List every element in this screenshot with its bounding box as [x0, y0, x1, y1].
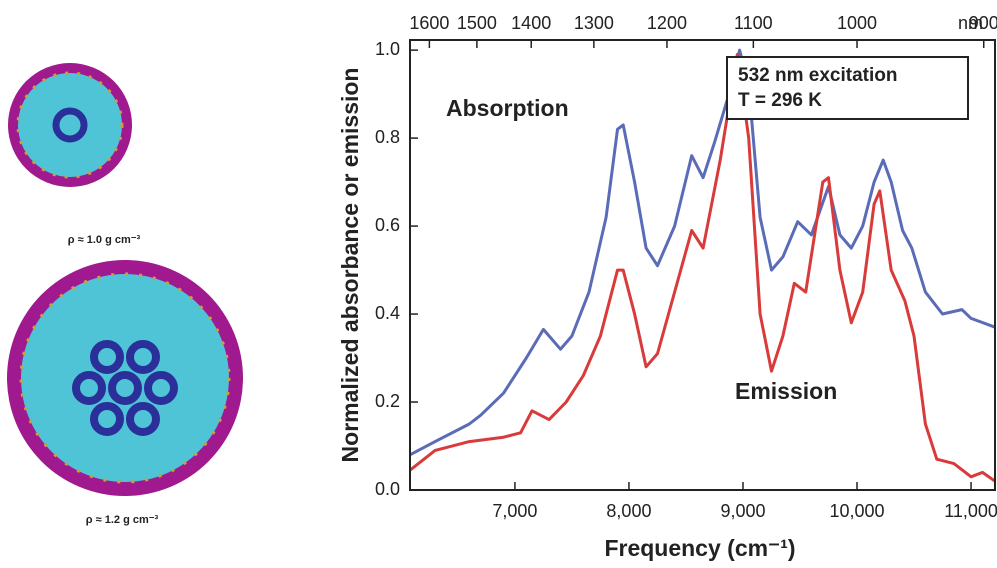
plot-frame — [409, 39, 996, 491]
info-text: T = 296 K — [738, 90, 822, 111]
y-tick-label: 0.4 — [375, 303, 400, 323]
x2-tick-label: 1400 — [511, 13, 551, 33]
data-line — [409, 53, 996, 483]
x-tick-label: 10,000 — [829, 501, 884, 521]
molecule-large — [7, 260, 243, 496]
y-axis-title: Normalized absorbance or emission — [337, 68, 363, 463]
x2-tick-label: 1300 — [574, 13, 614, 33]
x2-tick-label: 1000 — [837, 13, 877, 33]
x-axis-title: Frequency (cm⁻¹) — [604, 535, 795, 561]
info-box — [726, 56, 969, 120]
x2-unit: nm — [958, 13, 983, 33]
y-tick-label: 0.0 — [375, 479, 400, 499]
x2-tick-label: 1200 — [647, 13, 687, 33]
image-caption: ρ ≈ 1.2 g cm⁻³ — [86, 514, 159, 526]
y-tick-label: 0.6 — [375, 215, 400, 235]
x2-tick-label: 1500 — [457, 13, 497, 33]
molecule-small — [8, 63, 132, 187]
y-tick-label: 0.8 — [375, 127, 400, 147]
y-tick-label: 1.0 — [375, 39, 400, 59]
image-caption: ρ ≈ 1.0 g cm⁻³ — [68, 234, 141, 246]
x-tick-label: 11,000 — [944, 501, 997, 521]
series-annotation: Absorption — [446, 95, 569, 121]
info-text: 532 nm excitation — [738, 65, 897, 86]
y-tick-label: 0.2 — [375, 391, 400, 411]
x-tick-label: 9,000 — [720, 501, 765, 521]
x2-tick-label: 1600 — [409, 13, 449, 33]
x-tick-label: 8,000 — [606, 501, 651, 521]
x2-tick-label: 900 — [969, 13, 997, 33]
x-tick-label: 7,000 — [492, 501, 537, 521]
series-annotation: Emission — [735, 378, 837, 404]
x2-tick-label: 1100 — [734, 13, 773, 33]
